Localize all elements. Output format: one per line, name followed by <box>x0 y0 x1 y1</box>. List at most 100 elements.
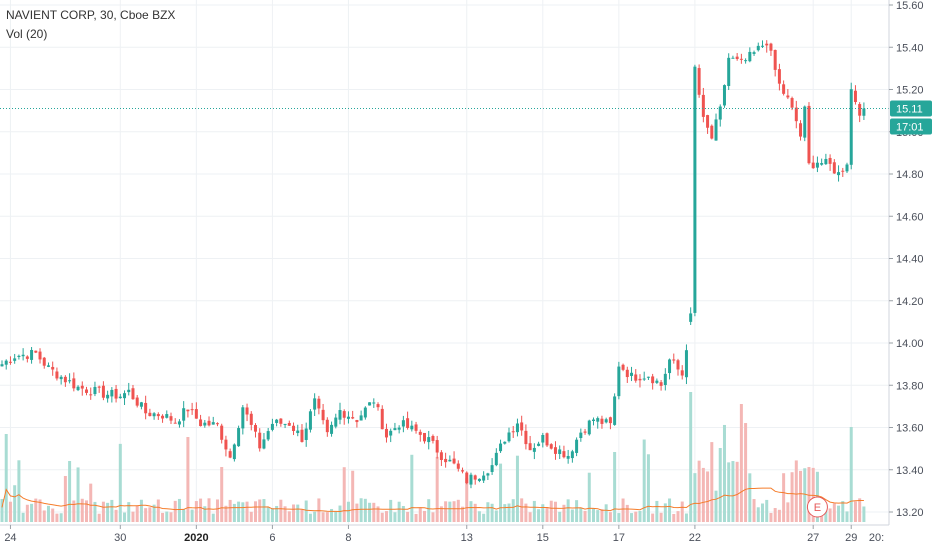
candle-body[interactable] <box>439 452 443 460</box>
time-axis-bg[interactable] <box>0 525 932 550</box>
candle-body[interactable] <box>693 66 697 313</box>
candle-body[interactable] <box>17 355 21 357</box>
candle-body[interactable] <box>313 398 317 410</box>
candle-body[interactable] <box>368 402 372 406</box>
candle-body[interactable] <box>55 371 59 379</box>
candle-body[interactable] <box>346 416 350 419</box>
candle-body[interactable] <box>575 439 579 453</box>
candle-body[interactable] <box>80 385 84 389</box>
candle-body[interactable] <box>777 69 781 84</box>
candle-body[interactable] <box>710 125 714 139</box>
candle-body[interactable] <box>566 455 570 459</box>
candle-body[interactable] <box>486 473 490 476</box>
candle-body[interactable] <box>503 441 507 444</box>
candle-body[interactable] <box>194 409 198 419</box>
candle-body[interactable] <box>858 104 862 116</box>
candle-body[interactable] <box>21 354 25 357</box>
candle-body[interactable] <box>815 162 819 168</box>
candle-body[interactable] <box>89 394 93 396</box>
candle-body[interactable] <box>165 414 169 418</box>
candle-body[interactable] <box>828 157 832 164</box>
candle-body[interactable] <box>254 425 257 432</box>
candle-body[interactable] <box>139 402 143 407</box>
candle-body[interactable] <box>592 419 595 421</box>
candle-body[interactable] <box>182 408 186 421</box>
candle-body[interactable] <box>127 389 131 393</box>
candle-body[interactable] <box>541 434 545 443</box>
candle-body[interactable] <box>845 164 849 172</box>
candle-body[interactable] <box>169 416 173 421</box>
candle-body[interactable] <box>237 428 241 447</box>
earnings-marker-circle[interactable] <box>806 496 828 518</box>
candle-body[interactable] <box>97 386 101 388</box>
candle-body[interactable] <box>207 420 211 426</box>
candle-body[interactable] <box>321 409 325 421</box>
candle-body[interactable] <box>706 115 710 128</box>
candle-body[interactable] <box>372 402 376 404</box>
candle-body[interactable] <box>769 43 773 51</box>
candle-body[interactable] <box>118 396 122 399</box>
candle-body[interactable] <box>427 437 431 443</box>
candle-body[interactable] <box>553 447 557 454</box>
candle-body[interactable] <box>773 49 777 70</box>
candle-body[interactable] <box>342 411 346 418</box>
candle-body[interactable] <box>161 415 165 419</box>
candle-body[interactable] <box>384 428 388 438</box>
candle-body[interactable] <box>672 359 676 361</box>
candle-body[interactable] <box>583 431 587 433</box>
candle-body[interactable] <box>587 420 591 435</box>
candle-body[interactable] <box>600 418 604 424</box>
candle-body[interactable] <box>152 413 156 417</box>
candle-body[interactable] <box>448 459 452 462</box>
candle-body[interactable] <box>558 449 562 455</box>
candle-body[interactable] <box>820 163 824 165</box>
candle-body[interactable] <box>452 458 456 464</box>
candle-body[interactable] <box>837 172 841 176</box>
candle-body[interactable] <box>330 424 334 434</box>
candle-body[interactable] <box>807 105 811 164</box>
candle-body[interactable] <box>744 60 748 62</box>
candle-body[interactable] <box>270 423 274 430</box>
candle-body[interactable] <box>727 57 731 86</box>
candle-body[interactable] <box>803 106 807 138</box>
candle-body[interactable] <box>203 422 207 426</box>
candle-body[interactable] <box>718 106 722 120</box>
candle-body[interactable] <box>42 357 46 366</box>
candle-body[interactable] <box>363 407 367 418</box>
candle-body[interactable] <box>456 463 460 469</box>
candle-body[interactable] <box>790 98 794 108</box>
candle-body[interactable] <box>853 90 857 103</box>
candle-body[interactable] <box>46 365 50 367</box>
candle-body[interactable] <box>144 402 148 414</box>
candle-body[interactable] <box>444 458 448 463</box>
candle-body[interactable] <box>684 350 688 378</box>
earnings-marker[interactable]: E <box>806 496 828 518</box>
candle-body[interactable] <box>596 418 600 422</box>
candle-body[interactable] <box>625 369 629 378</box>
candle-body[interactable] <box>156 414 160 417</box>
candle-body[interactable] <box>8 361 12 363</box>
candle-body[interactable] <box>676 360 680 370</box>
candle-body[interactable] <box>245 407 249 415</box>
candle-body[interactable] <box>499 443 503 452</box>
candle-body[interactable] <box>507 432 511 442</box>
candle-body[interactable] <box>663 373 667 386</box>
candle-body[interactable] <box>482 475 486 481</box>
candle-body[interactable] <box>579 432 583 439</box>
candle-layer[interactable] <box>0 40 866 489</box>
candle-body[interactable] <box>756 45 760 51</box>
candle-body[interactable] <box>494 452 498 466</box>
candle-body[interactable] <box>355 419 359 423</box>
symbol-legend[interactable]: NAVIENT CORP, 30, Cboe BZX <box>6 8 175 22</box>
candle-body[interactable] <box>562 451 566 458</box>
candle-body[interactable] <box>414 424 418 431</box>
candle-body[interactable] <box>524 430 528 445</box>
candle-body[interactable] <box>287 422 291 426</box>
candle-body[interactable] <box>338 410 342 420</box>
candle-body[interactable] <box>275 419 279 423</box>
candle-body[interactable] <box>85 389 88 393</box>
candle-body[interactable] <box>351 417 355 419</box>
candle-body[interactable] <box>794 107 798 122</box>
